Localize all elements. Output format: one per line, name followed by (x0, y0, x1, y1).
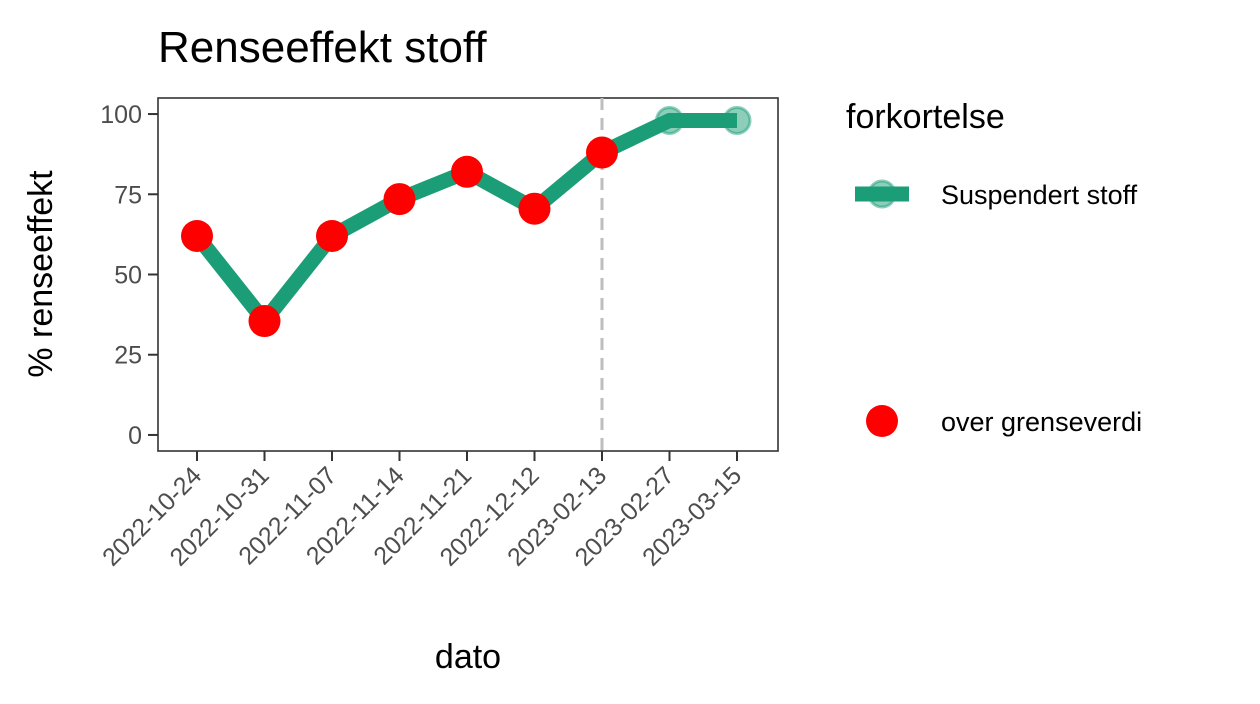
y-tick-label: 100 (100, 101, 142, 129)
points-layer (181, 105, 752, 338)
y-tick-label: 0 (128, 422, 142, 450)
legend-label-highlight: over grenseverdi (941, 407, 1142, 437)
legend: forkortelse Suspendert stoff over grense… (846, 98, 1142, 437)
y-tick-label: 25 (114, 342, 142, 370)
series-point (655, 105, 684, 135)
highlight-point (451, 155, 483, 188)
y-axis: 0 25 50 75 100 (100, 101, 158, 450)
legend-label-series: Suspendert stoff (941, 180, 1138, 210)
highlight-point (383, 183, 416, 216)
highlight-point (586, 136, 618, 169)
legend-series-point-swatch (867, 179, 897, 209)
legend-entry-highlight: over grenseverdi (866, 405, 1142, 437)
highlight-point (316, 219, 348, 252)
x-axis: 2022-10-242022-10-312022-11-072022-11-14… (97, 451, 747, 572)
legend-title: forkortelse (846, 98, 1005, 136)
y-tick-label: 75 (114, 181, 142, 209)
plot-panel (157, 97, 779, 452)
highlight-point (181, 219, 213, 252)
legend-entry-series: Suspendert stoff (855, 179, 1138, 210)
highlight-point (518, 192, 551, 225)
highlight-point (248, 305, 281, 338)
legend-highlight-point-swatch (866, 405, 898, 437)
x-axis-title: dato (435, 638, 501, 676)
y-axis-title: % renseeffekt (22, 170, 60, 378)
series-point (722, 105, 752, 135)
chart-title: Renseeffekt stoff (158, 23, 487, 72)
y-tick-label: 50 (114, 262, 142, 290)
